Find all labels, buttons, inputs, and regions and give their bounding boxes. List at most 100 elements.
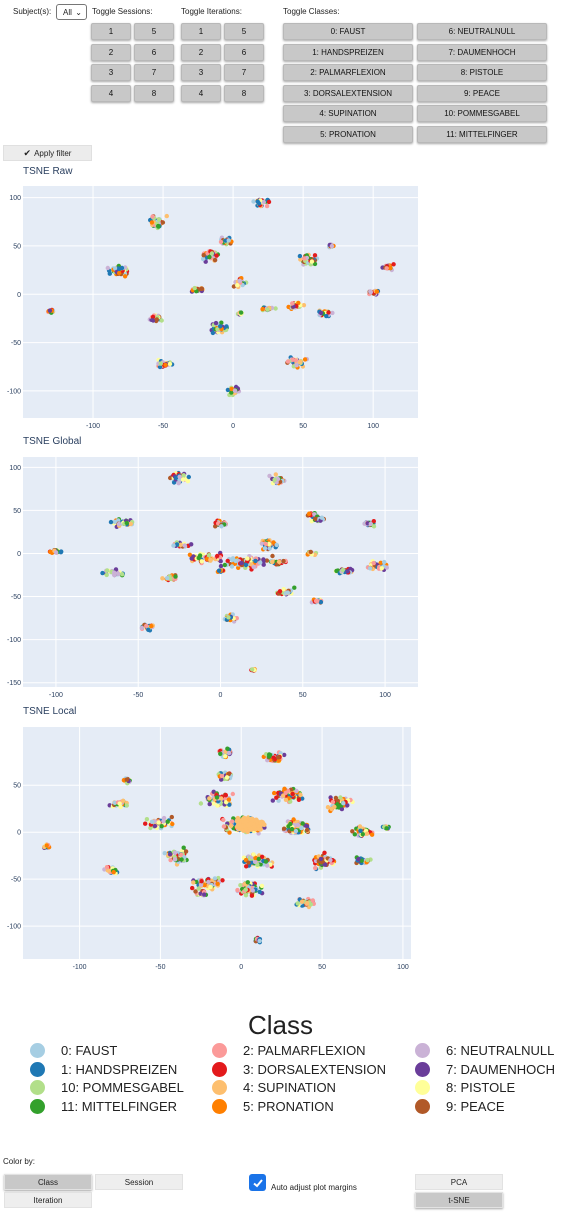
session-toggle-0[interactable]: 1 bbox=[91, 23, 131, 40]
scatter-point bbox=[162, 851, 167, 856]
auto-adjust-checkbox[interactable] bbox=[249, 1174, 266, 1191]
subject-label: Subject(s): bbox=[13, 7, 52, 16]
scatter-point bbox=[117, 270, 122, 276]
iteration-toggle-4[interactable]: 3 bbox=[181, 64, 221, 81]
legend-item[interactable]: 10: POMMESGABEL bbox=[30, 1080, 184, 1095]
class-toggle-5[interactable]: 8: PISTOLE bbox=[417, 64, 547, 81]
iteration-toggle-3[interactable]: 6 bbox=[224, 43, 264, 61]
tsne-raw-plot[interactable]: -100 -50 0 50 100 -100 -50 0 50 100 bbox=[0, 180, 430, 430]
scatter-point bbox=[179, 852, 184, 857]
legend-item[interactable]: 1: HANDSPREIZEN bbox=[30, 1061, 177, 1077]
scatter-point bbox=[163, 362, 168, 368]
session-toggle-1[interactable]: 5 bbox=[134, 23, 174, 40]
scatter-point bbox=[388, 265, 393, 271]
tsne-button[interactable]: t-SNE bbox=[415, 1192, 503, 1208]
iteration-toggle-6[interactable]: 4 bbox=[181, 84, 221, 102]
scatter-point bbox=[274, 542, 279, 548]
iteration-toggle-5[interactable]: 7 bbox=[224, 64, 264, 81]
scatter-point bbox=[229, 819, 235, 824]
iteration-toggle-2[interactable]: 2 bbox=[181, 43, 221, 61]
legend-item[interactable]: 8: PISTOLE bbox=[415, 1080, 515, 1095]
scatter-point bbox=[151, 318, 156, 323]
legend-item[interactable]: 6: NEUTRALNULL bbox=[415, 1043, 554, 1058]
classes-label: Toggle Classes: bbox=[283, 7, 340, 16]
class-toggle-8[interactable]: 4: SUPINATION bbox=[283, 105, 413, 122]
scatter-point bbox=[219, 320, 224, 325]
legend-marker bbox=[212, 1098, 227, 1114]
scatter-point bbox=[379, 566, 384, 571]
scatter-point bbox=[364, 831, 370, 836]
scatter-point bbox=[243, 562, 249, 568]
scatter-point bbox=[181, 473, 186, 478]
session-toggle-6[interactable]: 4 bbox=[91, 84, 131, 102]
scatter-point bbox=[256, 201, 262, 206]
legend-item[interactable]: 3: DORSALEXTENSION bbox=[212, 1061, 386, 1077]
class-toggle-2[interactable]: 1: HANDSPREIZEN bbox=[283, 43, 413, 61]
scatter-point bbox=[173, 475, 179, 480]
scatter-point bbox=[236, 565, 241, 570]
legend-item[interactable]: 0: FAUST bbox=[30, 1043, 117, 1058]
scatter-points[interactable] bbox=[42, 746, 391, 945]
class-toggle-0[interactable]: 0: FAUST bbox=[283, 23, 413, 40]
scatter-point bbox=[186, 474, 191, 480]
class-toggle-9[interactable]: 10: POMMESGABEL bbox=[417, 105, 547, 122]
scatter-point bbox=[117, 801, 122, 806]
legend-item[interactable]: 11: MITTELFINGER bbox=[30, 1098, 177, 1114]
tsne-global-plot[interactable]: -100 -50 0 50 100 -150 -100 -50 0 50 100 bbox=[0, 450, 430, 700]
scatter-point bbox=[190, 885, 195, 891]
legend-item[interactable]: 9: PEACE bbox=[415, 1098, 505, 1114]
iteration-toggle-1[interactable]: 5 bbox=[224, 23, 264, 40]
scatter-point bbox=[245, 829, 251, 835]
legend-marker bbox=[415, 1080, 430, 1095]
tsne-local-plot[interactable]: -100 -50 0 50 100 -100 -50 0 50 bbox=[0, 720, 430, 975]
scatter-point bbox=[144, 817, 150, 822]
scatter-point bbox=[226, 797, 232, 802]
scatter-points[interactable] bbox=[46, 197, 396, 398]
session-toggle-7[interactable]: 8 bbox=[134, 84, 174, 102]
scatter-point bbox=[276, 798, 281, 803]
class-toggle-6[interactable]: 3: DORSALEXTENSION bbox=[283, 84, 413, 102]
scatter-point bbox=[319, 515, 325, 520]
class-toggle-3[interactable]: 7: DAUMENHOCH bbox=[417, 43, 547, 61]
session-toggle-5[interactable]: 7 bbox=[134, 64, 174, 81]
x-tick-label: -100 bbox=[49, 692, 63, 699]
color-by-session-button[interactable]: Session bbox=[95, 1174, 183, 1190]
legend-item[interactable]: 5: PRONATION bbox=[212, 1098, 334, 1114]
scatter-point bbox=[245, 880, 250, 885]
color-by-class-button[interactable]: Class bbox=[4, 1174, 92, 1190]
scatter-point bbox=[215, 881, 220, 886]
scatter-point bbox=[218, 324, 223, 329]
legend-item[interactable]: 2: PALMARFLEXION bbox=[212, 1043, 366, 1058]
color-by-iteration-button[interactable]: Iteration bbox=[4, 1192, 92, 1208]
session-toggle-4[interactable]: 3 bbox=[91, 64, 131, 81]
class-toggle-11[interactable]: 11: MITTELFINGER bbox=[417, 125, 547, 143]
subject-select[interactable]: All ⌄ bbox=[56, 4, 87, 20]
scatter-point bbox=[299, 899, 305, 904]
scatter-point bbox=[288, 799, 293, 804]
class-toggle-1[interactable]: 6: NEUTRALNULL bbox=[417, 23, 547, 40]
scatter-point bbox=[270, 559, 275, 565]
class-toggle-7[interactable]: 9: PEACE bbox=[417, 84, 547, 102]
scatter-point bbox=[322, 862, 328, 867]
scatter-point bbox=[267, 473, 272, 479]
scatter-point bbox=[219, 524, 224, 529]
session-toggle-2[interactable]: 2 bbox=[91, 43, 131, 61]
scatter-points[interactable] bbox=[47, 470, 389, 673]
class-toggle-10[interactable]: 5: PRONATION bbox=[283, 125, 413, 143]
scatter-point bbox=[291, 817, 296, 822]
scatter-point bbox=[47, 308, 53, 313]
pca-button[interactable]: PCA bbox=[415, 1174, 503, 1190]
scatter-point bbox=[189, 556, 194, 561]
scatter-point bbox=[272, 477, 277, 482]
scatter-point bbox=[149, 623, 154, 629]
x-tick-label: 50 bbox=[299, 692, 307, 699]
scatter-point bbox=[159, 318, 164, 323]
apply-filter-button[interactable]: ✔ Apply filter bbox=[3, 145, 92, 161]
session-toggle-3[interactable]: 6 bbox=[134, 43, 174, 61]
y-tick-label: -150 bbox=[7, 680, 21, 687]
iteration-toggle-0[interactable]: 1 bbox=[181, 23, 221, 40]
legend-item[interactable]: 4: SUPINATION bbox=[212, 1080, 336, 1095]
legend-item[interactable]: 7: DAUMENHOCH bbox=[415, 1061, 555, 1077]
class-toggle-4[interactable]: 2: PALMARFLEXION bbox=[283, 64, 413, 81]
iteration-toggle-7[interactable]: 8 bbox=[224, 84, 264, 102]
